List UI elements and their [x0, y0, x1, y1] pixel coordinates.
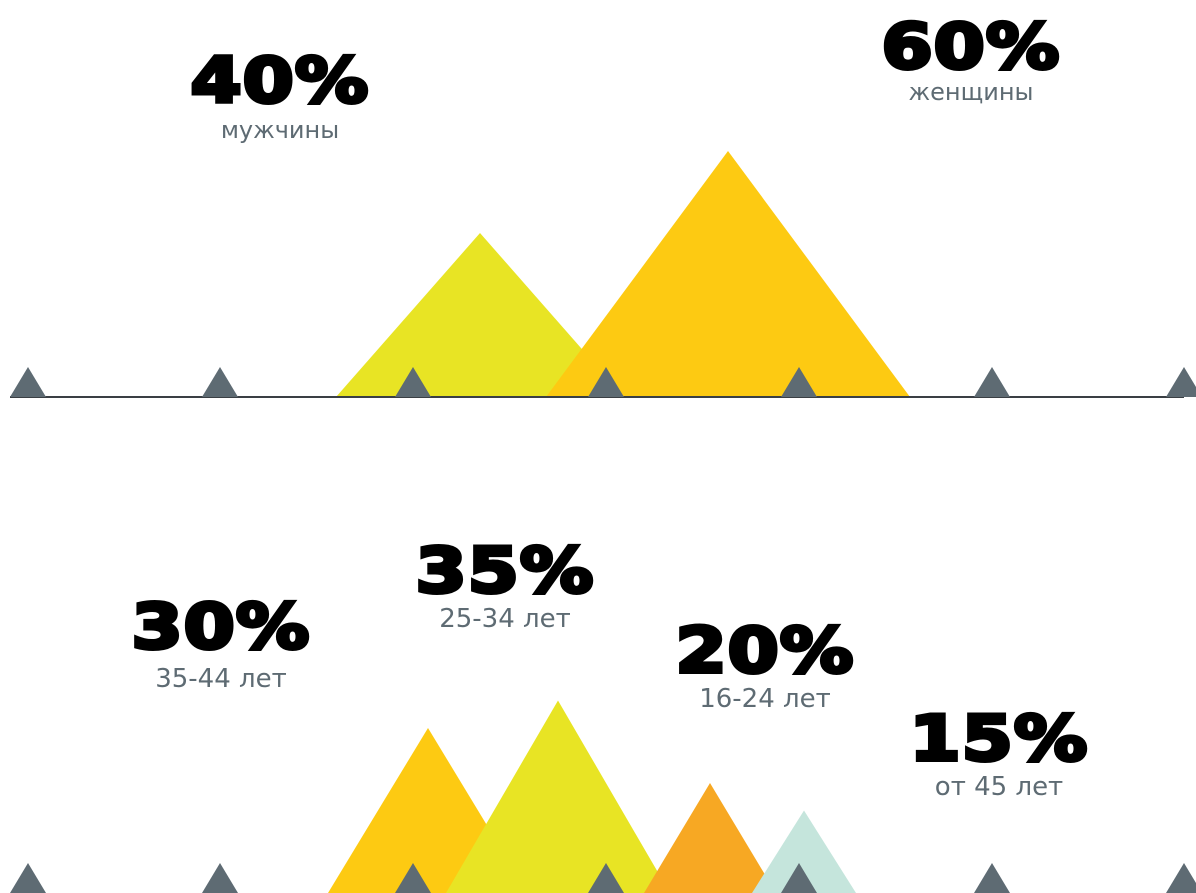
marker-0-5: [974, 367, 1010, 397]
marker-1-3: [588, 863, 624, 893]
marker-1-2: [395, 863, 431, 893]
marker-1-6: [1166, 863, 1196, 893]
peak-1-2: [644, 783, 776, 893]
marker-0-1: [202, 367, 238, 397]
category-label-16-24: 16-24 лет: [699, 684, 831, 714]
value-label-men: 40%: [188, 44, 370, 117]
peak-1-1: [446, 700, 670, 893]
category-label-35-44: 35-44 лет: [155, 664, 287, 694]
marker-0-0: [10, 367, 46, 397]
marker-1-4: [781, 863, 817, 893]
marker-0-4: [781, 367, 817, 397]
value-label-35-44: 30%: [129, 590, 311, 663]
value-label-women: 60%: [879, 10, 1061, 83]
value-label-45-plus: 15%: [907, 702, 1089, 775]
marker-0-3: [588, 367, 624, 397]
peak-0-0: [336, 233, 624, 397]
marker-0-6: [1166, 367, 1196, 397]
marker-1-5: [974, 863, 1010, 893]
category-label-women: женщины: [908, 78, 1034, 106]
marker-0-2: [395, 367, 431, 397]
peak-1-3: [752, 810, 856, 893]
marker-1-0: [10, 863, 46, 893]
category-label-25-34: 25-34 лет: [439, 604, 571, 634]
value-label-16-24: 20%: [673, 614, 855, 687]
category-label-men: мужчины: [220, 116, 340, 144]
category-label-45-plus: от 45 лет: [934, 772, 1064, 802]
value-label-25-34: 35%: [413, 534, 595, 607]
peak-0-1: [546, 151, 910, 397]
marker-1-1: [202, 863, 238, 893]
